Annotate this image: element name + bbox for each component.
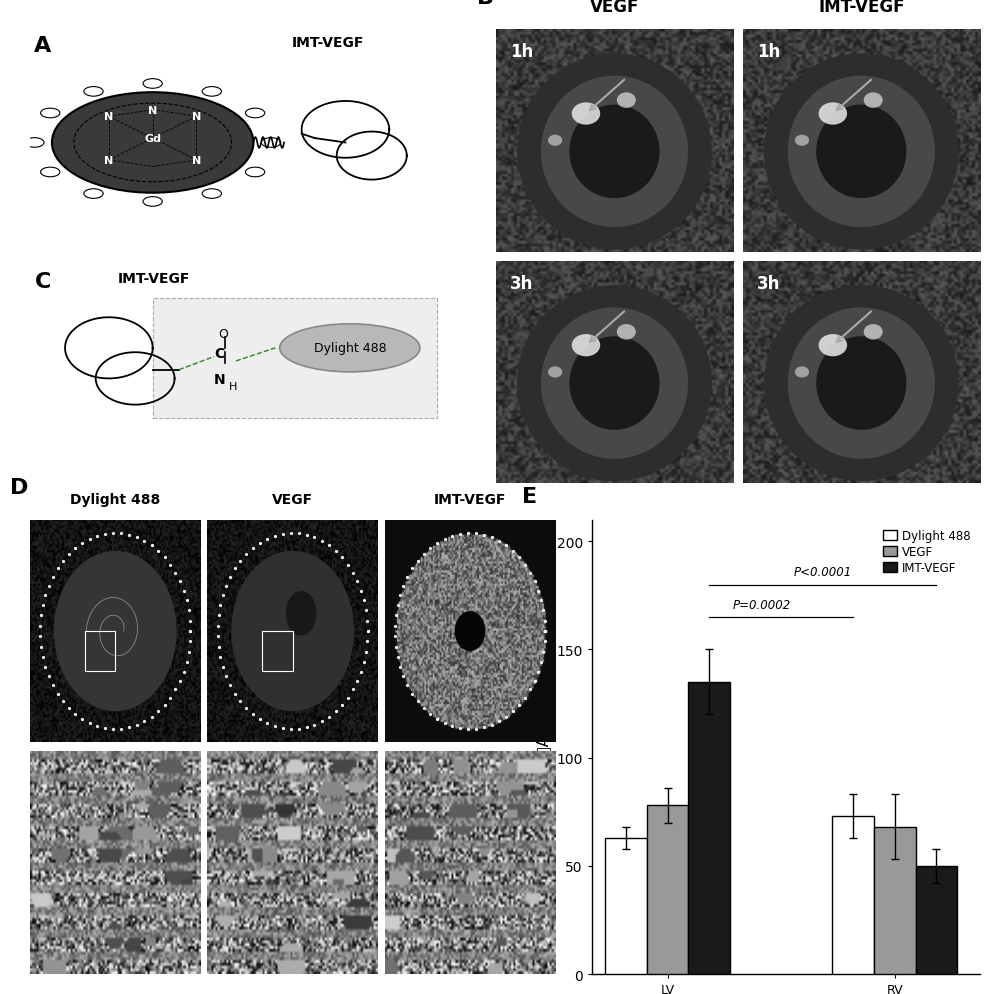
Circle shape xyxy=(261,138,281,148)
Ellipse shape xyxy=(788,77,935,228)
Text: A: A xyxy=(34,37,52,57)
Text: Dylight 488: Dylight 488 xyxy=(314,342,386,355)
Ellipse shape xyxy=(795,367,809,378)
Bar xyxy=(832,816,874,974)
Text: E: E xyxy=(522,486,537,507)
Text: 3h: 3h xyxy=(757,274,780,292)
Bar xyxy=(916,866,957,974)
Circle shape xyxy=(84,87,103,97)
Text: N: N xyxy=(104,156,113,166)
Ellipse shape xyxy=(572,103,600,125)
Circle shape xyxy=(52,93,253,194)
Text: IMT-VEGF: IMT-VEGF xyxy=(292,37,364,51)
Text: N: N xyxy=(104,112,113,122)
Ellipse shape xyxy=(569,337,660,430)
Text: VEGF: VEGF xyxy=(590,0,639,17)
Ellipse shape xyxy=(819,335,847,357)
Text: O: O xyxy=(218,328,228,341)
Text: P=0.0002: P=0.0002 xyxy=(733,598,791,611)
Ellipse shape xyxy=(455,611,485,651)
Text: H: H xyxy=(229,382,238,392)
Ellipse shape xyxy=(617,93,636,108)
Text: IMT-VEGF: IMT-VEGF xyxy=(818,0,905,17)
Ellipse shape xyxy=(572,335,600,357)
Text: D: D xyxy=(10,478,28,498)
Circle shape xyxy=(143,80,162,89)
Text: N: N xyxy=(148,105,157,115)
Bar xyxy=(262,631,293,672)
Text: 1h: 1h xyxy=(510,43,533,62)
Text: N: N xyxy=(192,156,201,166)
Ellipse shape xyxy=(569,105,660,199)
Text: VEGF: VEGF xyxy=(272,493,313,507)
Ellipse shape xyxy=(788,308,935,459)
Legend: Dylight 488, VEGF, IMT-VEGF: Dylight 488, VEGF, IMT-VEGF xyxy=(880,526,974,578)
Ellipse shape xyxy=(280,324,420,373)
Ellipse shape xyxy=(795,135,809,147)
Circle shape xyxy=(245,168,265,178)
Circle shape xyxy=(25,138,44,148)
Circle shape xyxy=(143,198,162,207)
Circle shape xyxy=(202,87,221,97)
Y-axis label: 荧光强度（A.U.）: 荧光强度（A.U.） xyxy=(536,704,551,790)
Ellipse shape xyxy=(816,337,906,430)
Ellipse shape xyxy=(764,285,959,481)
Bar xyxy=(605,838,647,974)
Ellipse shape xyxy=(764,55,959,250)
Ellipse shape xyxy=(864,325,883,340)
Ellipse shape xyxy=(286,591,316,636)
Ellipse shape xyxy=(864,93,883,108)
Ellipse shape xyxy=(541,308,688,459)
FancyBboxPatch shape xyxy=(153,298,437,418)
Ellipse shape xyxy=(517,285,712,481)
Circle shape xyxy=(84,190,103,199)
Text: Gd: Gd xyxy=(144,134,161,144)
Ellipse shape xyxy=(541,77,688,228)
Ellipse shape xyxy=(819,103,847,125)
Circle shape xyxy=(202,190,221,199)
Circle shape xyxy=(41,168,60,178)
Bar xyxy=(688,682,730,974)
Text: Dylight 488: Dylight 488 xyxy=(70,493,160,507)
Ellipse shape xyxy=(816,105,906,199)
Text: N: N xyxy=(214,373,226,387)
Circle shape xyxy=(41,109,60,118)
Circle shape xyxy=(245,109,265,118)
Text: IMT-VEGF: IMT-VEGF xyxy=(118,272,190,286)
Ellipse shape xyxy=(548,367,562,378)
Text: 1h: 1h xyxy=(757,43,780,62)
Ellipse shape xyxy=(617,325,636,340)
Bar xyxy=(85,631,115,672)
Bar xyxy=(647,805,688,974)
Bar xyxy=(874,827,916,974)
Text: C: C xyxy=(34,272,51,292)
Ellipse shape xyxy=(548,135,562,147)
Text: N: N xyxy=(192,112,201,122)
Ellipse shape xyxy=(231,552,354,712)
Text: P<0.0001: P<0.0001 xyxy=(794,566,852,579)
Text: C: C xyxy=(214,346,224,360)
Text: 3h: 3h xyxy=(510,274,533,292)
Text: B: B xyxy=(477,0,494,8)
Ellipse shape xyxy=(517,55,712,250)
Ellipse shape xyxy=(54,552,177,712)
Text: IMT-VEGF: IMT-VEGF xyxy=(434,493,506,507)
